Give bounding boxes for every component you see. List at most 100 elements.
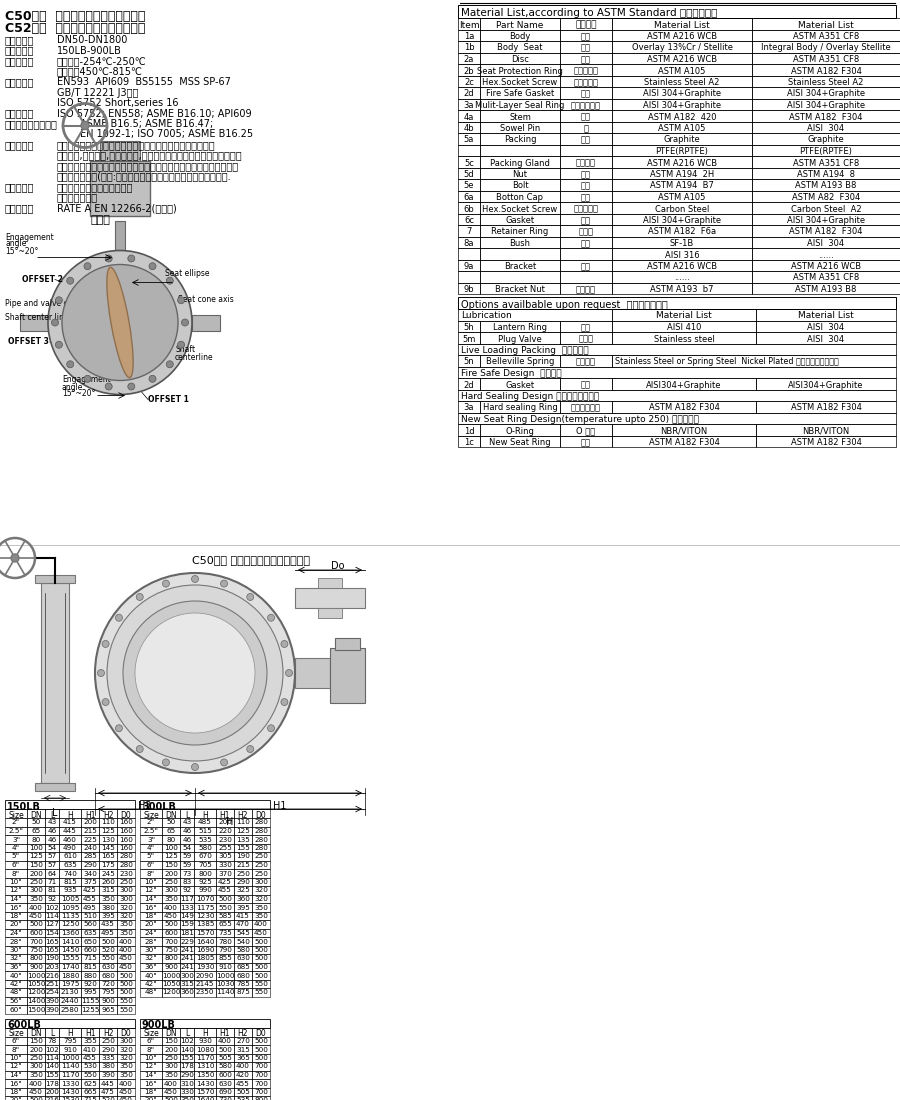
Bar	[480, 248, 560, 260]
Text: 215: 215	[83, 828, 97, 834]
Bar	[752, 30, 900, 41]
Bar	[5, 800, 135, 808]
Bar	[162, 869, 180, 878]
Bar	[458, 41, 480, 53]
Bar	[458, 87, 480, 99]
Bar	[117, 818, 135, 826]
Bar	[234, 852, 252, 860]
Bar	[99, 878, 117, 886]
Bar	[180, 1062, 194, 1070]
Circle shape	[281, 640, 288, 648]
Text: 450: 450	[164, 913, 178, 918]
Bar	[45, 1062, 59, 1070]
Text: Gasket: Gasket	[506, 381, 535, 389]
Text: 400: 400	[164, 1080, 178, 1087]
Text: 715: 715	[83, 956, 97, 961]
Text: 925: 925	[198, 879, 212, 886]
Text: AISI304+Graphite: AISI304+Graphite	[646, 381, 722, 389]
Bar	[480, 320, 560, 332]
Text: 8": 8"	[147, 870, 155, 877]
Text: 250: 250	[29, 1055, 43, 1061]
Text: 450: 450	[119, 956, 133, 961]
Bar	[162, 954, 180, 962]
Bar	[234, 1088, 252, 1096]
Text: 2440: 2440	[61, 998, 79, 1004]
Text: 销: 销	[583, 124, 589, 133]
Bar	[480, 53, 560, 64]
Bar	[752, 202, 900, 213]
Text: 360: 360	[180, 990, 194, 996]
Text: 685: 685	[236, 964, 250, 970]
Text: 250: 250	[119, 879, 133, 886]
Bar	[216, 928, 234, 937]
Bar	[180, 1088, 194, 1096]
Text: 415: 415	[63, 820, 76, 825]
Text: 125: 125	[236, 828, 250, 834]
Bar	[117, 903, 135, 912]
Bar	[140, 979, 162, 988]
Text: ASTM A182 F304: ASTM A182 F304	[649, 438, 719, 447]
Bar	[234, 886, 252, 894]
Text: 2": 2"	[12, 820, 20, 825]
Circle shape	[166, 277, 174, 284]
Text: 875: 875	[236, 990, 250, 996]
Text: 145: 145	[101, 845, 115, 851]
Bar	[5, 971, 27, 979]
Text: ASTM A193 B8: ASTM A193 B8	[796, 182, 857, 190]
Text: 10": 10"	[10, 879, 22, 886]
Text: 化肥厂、电站、燃气轮机、蒸汽轮机、钢铁工厂、太阳能发电和板风板: 化肥厂、电站、燃气轮机、蒸汽轮机、钢铁工厂、太阳能发电和板风板	[57, 161, 239, 170]
Text: 150: 150	[29, 862, 43, 868]
Text: 300: 300	[254, 879, 268, 886]
Bar	[59, 903, 81, 912]
Bar	[756, 332, 896, 343]
Circle shape	[67, 361, 74, 367]
Text: 500: 500	[254, 956, 268, 961]
Bar	[480, 332, 560, 343]
Bar	[194, 1062, 216, 1070]
Text: Packing Gland: Packing Gland	[491, 158, 550, 167]
Text: 550: 550	[101, 956, 115, 961]
Text: 500: 500	[164, 922, 178, 927]
Text: Disc: Disc	[511, 55, 529, 64]
Bar	[59, 878, 81, 886]
Bar	[117, 1045, 135, 1054]
Text: Stainless steel: Stainless steel	[653, 334, 715, 343]
Text: ASTM A194  8: ASTM A194 8	[797, 170, 855, 179]
Bar	[117, 954, 135, 962]
Text: 5c: 5c	[464, 158, 474, 167]
Bar	[81, 903, 99, 912]
Text: 330: 330	[218, 862, 232, 868]
Text: 160: 160	[119, 820, 133, 825]
Text: ASTM A194  B7: ASTM A194 B7	[650, 182, 714, 190]
Bar	[5, 988, 27, 997]
Bar	[5, 1079, 27, 1088]
Bar	[560, 179, 612, 190]
Text: 150: 150	[29, 1038, 43, 1044]
Text: 500: 500	[29, 1098, 43, 1100]
Bar	[115, 220, 125, 251]
Text: L: L	[50, 1028, 54, 1038]
Bar	[140, 1027, 162, 1036]
Text: EN 1092-1; ISO 7005; ASME B16.25: EN 1092-1; ISO 7005; ASME B16.25	[80, 130, 253, 140]
Bar	[216, 1036, 234, 1045]
Bar	[480, 436, 560, 447]
Bar	[117, 920, 135, 928]
Bar	[458, 271, 480, 283]
Text: ASTM A182  F6a: ASTM A182 F6a	[648, 228, 716, 236]
Bar	[752, 76, 900, 87]
Text: AISI 304+Graphite: AISI 304+Graphite	[787, 89, 865, 99]
Circle shape	[115, 614, 122, 622]
Bar	[81, 1096, 99, 1100]
Bar	[560, 110, 612, 121]
Bar	[45, 988, 59, 997]
Bar	[216, 1027, 234, 1036]
Text: D0: D0	[256, 811, 266, 819]
Text: 250: 250	[164, 1055, 178, 1061]
Bar	[5, 1054, 27, 1062]
Bar	[194, 1079, 216, 1088]
Text: 2": 2"	[147, 820, 155, 825]
Text: 内六角螺母: 内六角螺母	[573, 78, 598, 87]
Text: 400: 400	[218, 1038, 232, 1044]
Text: Body: Body	[509, 32, 531, 41]
Bar	[458, 436, 480, 447]
